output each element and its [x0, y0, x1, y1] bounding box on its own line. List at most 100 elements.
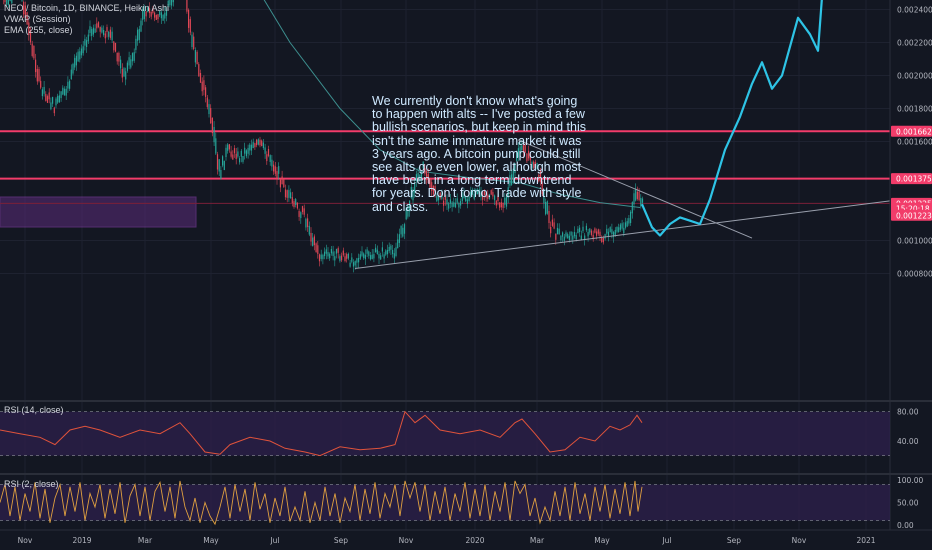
candle-body	[473, 194, 475, 199]
rsi2-tick-2: 0.00	[897, 521, 914, 530]
candle-body	[43, 86, 45, 94]
time-tick-6: Nov	[399, 536, 414, 545]
candle-body	[28, 22, 30, 35]
candle-body	[369, 255, 372, 260]
candle-body	[62, 87, 64, 95]
candle-body	[436, 196, 438, 202]
candle-body	[69, 80, 71, 89]
candle-body	[305, 218, 307, 228]
candle-body	[160, 12, 162, 19]
candle-body	[412, 189, 414, 201]
candle-body	[446, 199, 448, 205]
time-tick-8: Mar	[530, 536, 545, 545]
price-tag-bg-1	[891, 125, 932, 137]
candle-body	[614, 229, 616, 235]
candle-body	[92, 27, 94, 35]
candle-body	[113, 41, 115, 51]
candle-body	[616, 226, 618, 232]
candle-body	[550, 227, 552, 234]
candle-body	[131, 53, 134, 62]
candle-body	[602, 237, 604, 243]
time-tick-2: Mar	[138, 536, 153, 545]
candle-body	[606, 228, 608, 234]
candle-body	[366, 249, 368, 254]
candle-body	[607, 231, 610, 237]
candle-body	[261, 140, 263, 146]
candle-body	[84, 38, 86, 46]
candle-body	[60, 91, 62, 99]
rsi2-line	[0, 480, 643, 526]
candle-body	[191, 34, 193, 48]
candle-body	[597, 229, 599, 234]
candle-body	[390, 245, 392, 250]
candle-body	[121, 68, 123, 78]
candle-body	[344, 256, 346, 262]
candle-body	[252, 142, 254, 149]
candle-body	[426, 170, 428, 180]
time-tick-13: 2021	[856, 536, 875, 545]
time-tick-7: 2020	[465, 536, 484, 545]
candle-body	[342, 250, 344, 256]
candle-body	[154, 12, 156, 18]
candle-body	[227, 144, 229, 151]
candle-body	[363, 253, 365, 258]
candle-body	[524, 145, 526, 153]
candle-body	[315, 243, 317, 252]
candle-body	[228, 144, 230, 150]
candle-body	[109, 29, 111, 38]
candle-body	[392, 249, 394, 255]
candle-body	[383, 254, 385, 259]
candle-body	[143, 10, 145, 19]
candle-body	[266, 154, 268, 162]
price-tag-2: 0.001375	[896, 175, 932, 184]
rsi-tick-1: 40.00	[897, 437, 919, 446]
candle-body	[424, 168, 426, 174]
candle-body	[478, 189, 480, 194]
candle-body	[641, 198, 644, 203]
candle-body	[48, 92, 50, 100]
projection-path	[640, 0, 823, 237]
candle-body	[543, 190, 545, 204]
candle-body	[485, 193, 487, 198]
candle-body	[208, 104, 210, 115]
price-tick-5: 0.001800	[897, 105, 932, 114]
candle-body	[283, 179, 285, 188]
candle-body	[205, 87, 207, 97]
candle-body	[368, 251, 370, 256]
candle-body	[514, 163, 516, 173]
candle-body	[587, 231, 589, 237]
candle-body	[499, 202, 501, 208]
candle-body	[269, 155, 271, 162]
candle-body	[245, 150, 247, 157]
candle-body	[130, 59, 132, 68]
candle-body	[519, 146, 521, 156]
candle-body	[240, 150, 242, 157]
rsi-line	[0, 410, 643, 457]
candle-body	[364, 254, 366, 260]
candle-body	[220, 170, 222, 180]
candle-body	[371, 254, 373, 259]
candle-body	[307, 218, 309, 228]
candle-body	[553, 222, 555, 229]
candle-body	[638, 191, 640, 201]
candle-body	[89, 26, 91, 33]
candle-body	[291, 197, 293, 204]
candle-body	[284, 189, 287, 198]
candle-body	[628, 218, 630, 224]
candle-body	[386, 250, 389, 255]
candle-body	[351, 257, 353, 262]
candle-body	[317, 245, 319, 254]
candle-body	[512, 168, 514, 180]
candle-body	[58, 95, 60, 103]
candle-body	[441, 193, 443, 199]
candle-body	[521, 145, 523, 150]
rsi2-band	[0, 484, 890, 521]
candle-body	[577, 228, 579, 234]
candle-body	[203, 80, 205, 90]
candle-body	[279, 179, 281, 188]
candle-body	[196, 51, 198, 65]
candle-body	[563, 236, 565, 241]
time-tick-4: Jul	[269, 536, 279, 545]
